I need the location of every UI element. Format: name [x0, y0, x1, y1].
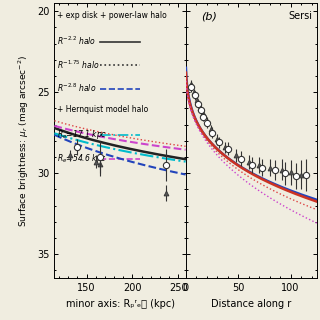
Text: (b): (b) — [201, 12, 217, 21]
X-axis label: minor axis: Rₚʳₑ⨿ (kpc): minor axis: Rₚʳₑ⨿ (kpc) — [66, 299, 174, 309]
Text: + Hernquist model halo: + Hernquist model halo — [57, 105, 148, 114]
Text: Sersi: Sersi — [289, 12, 313, 21]
Y-axis label: Surface brightness: $\mu_r$ (mag arcsec$^{-2}$): Surface brightness: $\mu_r$ (mag arcsec$… — [17, 55, 31, 227]
Text: + exp disk + power-law halo: + exp disk + power-law halo — [57, 12, 167, 20]
Text: $R^{-1.75}$ halo: $R^{-1.75}$ halo — [57, 58, 100, 71]
Text: $R^{-2.8}$ halo: $R^{-2.8}$ halo — [57, 82, 96, 94]
Text: $R_e$=17.1 kpc: $R_e$=17.1 kpc — [57, 128, 107, 141]
Text: $R_e$=54.6 kpc: $R_e$=54.6 kpc — [57, 152, 107, 165]
Text: $R^{-2.2}$ halo: $R^{-2.2}$ halo — [57, 35, 96, 47]
X-axis label: Distance along r: Distance along r — [211, 299, 291, 309]
